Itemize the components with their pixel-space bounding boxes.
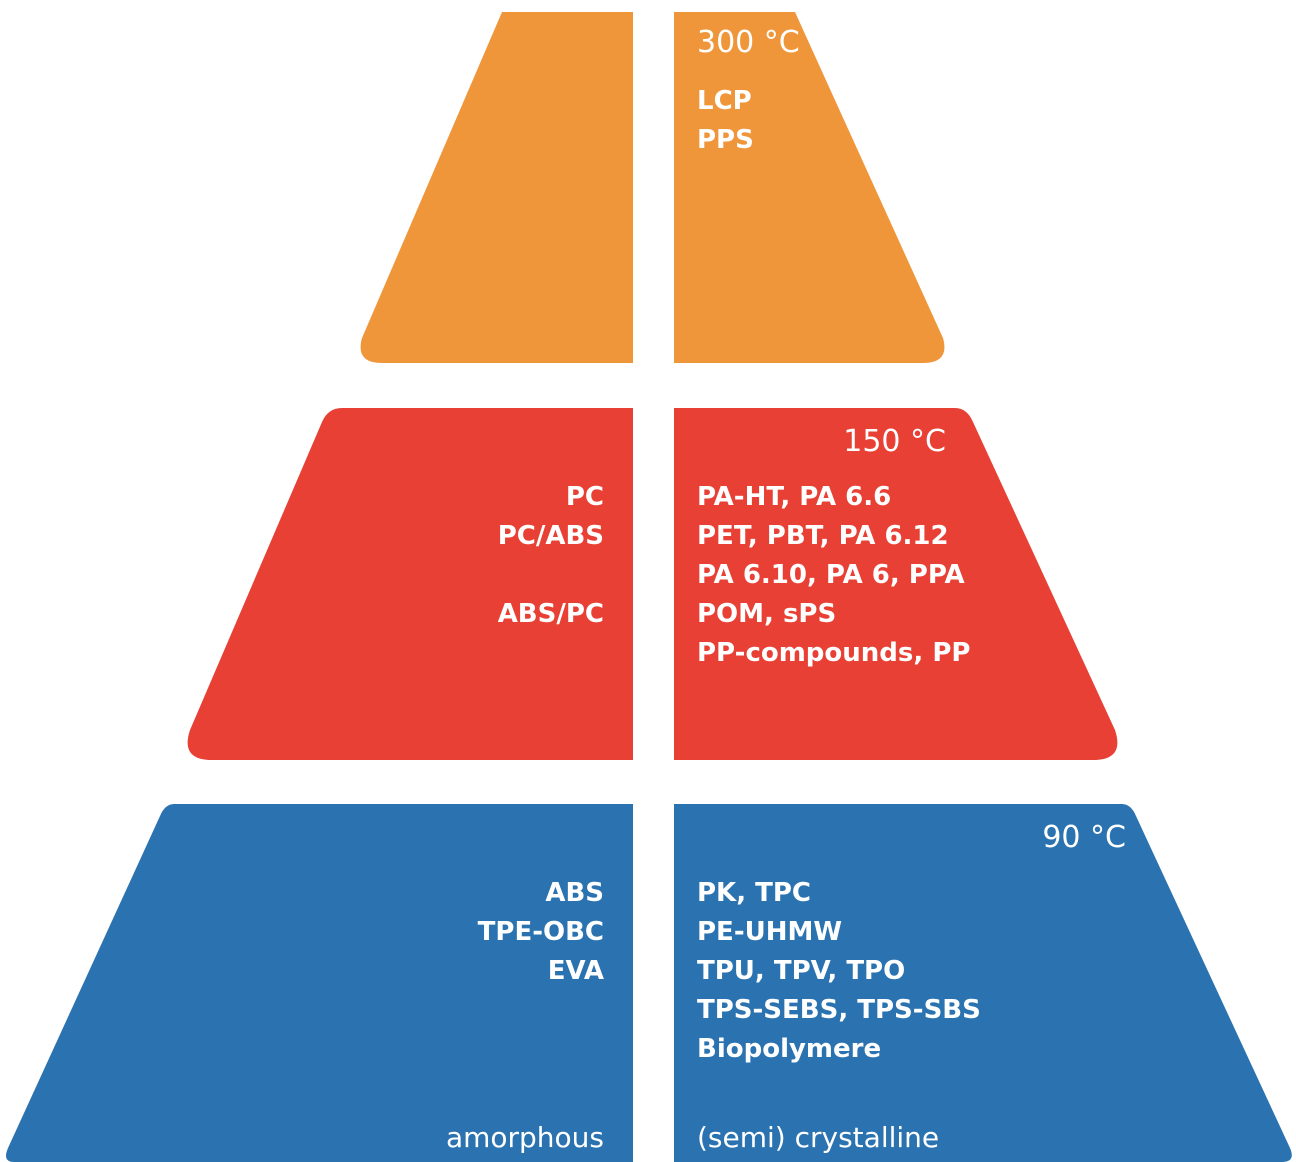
tier-300-temperature: 300 °C [697,25,800,60]
tier-300: 300 °C LCP PPS [360,12,945,363]
tier-150: 150 °C PC PC/ABS ABS/PC PA-HT, PA 6.6 PE… [187,408,1118,760]
tier-90-amorphous-item-2: TPE-OBC [478,917,604,947]
tier-150-amorphous-block [187,408,633,760]
tier-150-crystalline-item-4: POM, sPS [697,599,836,629]
tier-90-amorphous-block [6,804,633,1162]
semi-crystalline-column-label: (semi) crystalline [697,1121,939,1154]
tier-150-crystalline-item-3: PA 6.10, PA 6, PPA [697,560,965,590]
tier-300-amorphous-block [360,12,633,363]
tier-150-crystalline-block [674,408,1118,760]
tier-90-amorphous-item-1: ABS [545,878,604,908]
amorphous-column-label: amorphous [446,1121,604,1154]
tier-90-crystalline-item-4: TPS-SEBS, TPS-SBS [697,995,981,1025]
tier-150-amorphous-item-3: ABS/PC [498,599,604,629]
tier-300-crystalline-item-2: PPS [697,125,754,155]
tier-150-crystalline-item-2: PET, PBT, PA 6.12 [697,521,949,551]
tier-90-crystalline-item-5: Biopolymere [697,1034,881,1064]
tier-90-crystalline-item-3: TPU, TPV, TPO [697,956,905,986]
tier-90-crystalline-item-1: PK, TPC [697,878,811,908]
tier-150-temperature: 150 °C [843,424,946,459]
tier-90: 90 °C ABS TPE-OBC EVA PK, TPC PE-UHMW TP… [6,804,1292,1162]
tier-90-crystalline-block [674,804,1292,1162]
tier-150-crystalline-item-1: PA-HT, PA 6.6 [697,482,891,512]
tier-90-crystalline-item-2: PE-UHMW [697,917,842,947]
tier-90-temperature: 90 °C [1042,820,1126,855]
tier-90-amorphous-item-3: EVA [548,956,604,986]
tier-300-crystalline-block [674,12,945,363]
tier-150-amorphous-item-1: PC [566,482,604,512]
tier-150-amorphous-item-2: PC/ABS [498,521,604,551]
tier-150-crystalline-item-5: PP-compounds, PP [697,638,970,668]
tier-300-crystalline-item-1: LCP [697,86,752,116]
